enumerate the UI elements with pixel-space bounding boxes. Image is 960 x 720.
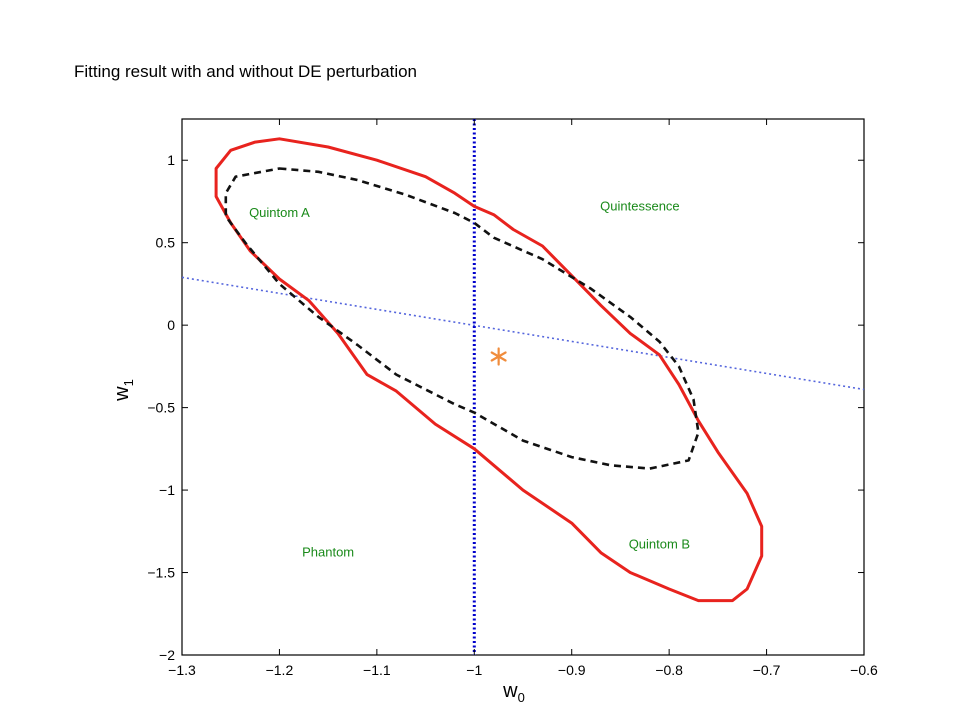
region-label-quintom-b: Quintom B bbox=[629, 537, 690, 552]
x-tick-label: −0.8 bbox=[655, 662, 683, 678]
marker-layer bbox=[490, 347, 507, 366]
best-fit-marker bbox=[490, 347, 507, 366]
y-tick-label: 0 bbox=[167, 317, 175, 333]
y-tick-label: −1.5 bbox=[147, 565, 175, 581]
x-tick-label: −1.1 bbox=[363, 662, 391, 678]
x-axis-label: w0 bbox=[502, 680, 525, 705]
axis-ticks: −1.3 −1.2 −1.1 −1 −0.9 −0.8 −0.7 −0.6 −2 −1.5 −1 −0… bbox=[147, 119, 878, 678]
x-tick-label: −1.2 bbox=[266, 662, 294, 678]
x-tick-label: −1.3 bbox=[168, 662, 196, 678]
y-tick-label: −1 bbox=[159, 482, 175, 498]
x-tick-label: −0.9 bbox=[558, 662, 586, 678]
region-labels: Quintom A Quintessence Phantom Quintom B bbox=[249, 198, 690, 559]
marker-spoke bbox=[497, 351, 507, 358]
contour-dashed-black bbox=[224, 167, 700, 470]
marker-spoke bbox=[490, 355, 500, 362]
y-axis-label: w1 bbox=[111, 379, 136, 402]
marker-spoke bbox=[490, 351, 500, 358]
y-tick-label: −2 bbox=[159, 647, 175, 663]
y-tick-label: 0.5 bbox=[156, 235, 176, 251]
region-label-phantom: Phantom bbox=[302, 545, 354, 560]
slide-title: Fitting result with and without DE pertu… bbox=[74, 62, 418, 81]
region-label-quintom-a: Quintom A bbox=[249, 205, 310, 220]
marker-spoke bbox=[497, 355, 507, 362]
region-label-quintessence: Quintessence bbox=[600, 198, 680, 213]
contour-solid-red bbox=[214, 137, 764, 603]
y-tick-label: −0.5 bbox=[147, 400, 175, 416]
x-tick-label: −0.7 bbox=[753, 662, 781, 678]
x-tick-label: −1 bbox=[466, 662, 482, 678]
x-tick-label: −0.6 bbox=[850, 662, 878, 678]
y-tick-label: 1 bbox=[167, 152, 175, 168]
contour-series bbox=[214, 137, 764, 603]
plot-frame bbox=[181, 118, 865, 656]
